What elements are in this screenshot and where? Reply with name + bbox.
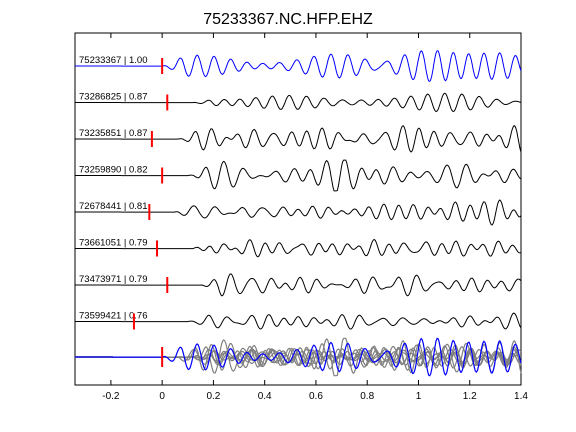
stack-overlay-group — [75, 337, 522, 377]
x-tick-label: 1 — [416, 391, 422, 402]
trace-label-73286825: 73286825 | 0.87 — [79, 92, 148, 103]
x-tick-label: 1.2 — [463, 391, 477, 402]
trace-label-72678441: 72678441 | 0.81 — [79, 201, 148, 212]
trace-line-73599421 — [75, 312, 522, 330]
chart-title: 75233367.NC.HFP.EHZ — [203, 11, 373, 28]
trace-label-75233367: 75233367 | 1.00 — [79, 55, 148, 66]
trace-line-75233367 — [75, 50, 522, 83]
x-tick-label: 0.6 — [309, 391, 323, 402]
trace-group: 75233367 | 1.00 73286825 | 0.87 73235851 |… — [75, 50, 522, 330]
x-tick-label: -0.2 — [102, 391, 120, 402]
x-tick-label: 0.4 — [258, 391, 272, 402]
x-axis: -0.2 0 0.2 0.4 0.6 0.8 1 1.2 1.4 — [102, 33, 528, 402]
trace-label-73235851: 73235851 | 0.87 — [79, 128, 148, 139]
trace-label-73599421: 73599421 | 0.76 — [79, 311, 148, 322]
trace-label-73661051: 73661051 | 0.79 — [79, 238, 148, 249]
trace-label-73259890: 73259890 | 0.82 — [79, 165, 148, 176]
x-tick-label: 0.8 — [360, 391, 374, 402]
trace-line-73661051 — [75, 239, 522, 258]
stack-line-75233367 — [75, 337, 522, 377]
trace-line-73473971 — [75, 273, 522, 297]
trace-label-73473971: 73473971 | 0.79 — [79, 274, 148, 285]
trace-line-73235851 — [75, 125, 522, 153]
trace-line-73259890 — [75, 159, 522, 192]
x-tick-label: 0 — [159, 391, 165, 402]
x-tick-label: 1.4 — [514, 391, 528, 402]
x-tick-label: 0.2 — [206, 391, 220, 402]
trace-line-73286825 — [75, 92, 522, 113]
